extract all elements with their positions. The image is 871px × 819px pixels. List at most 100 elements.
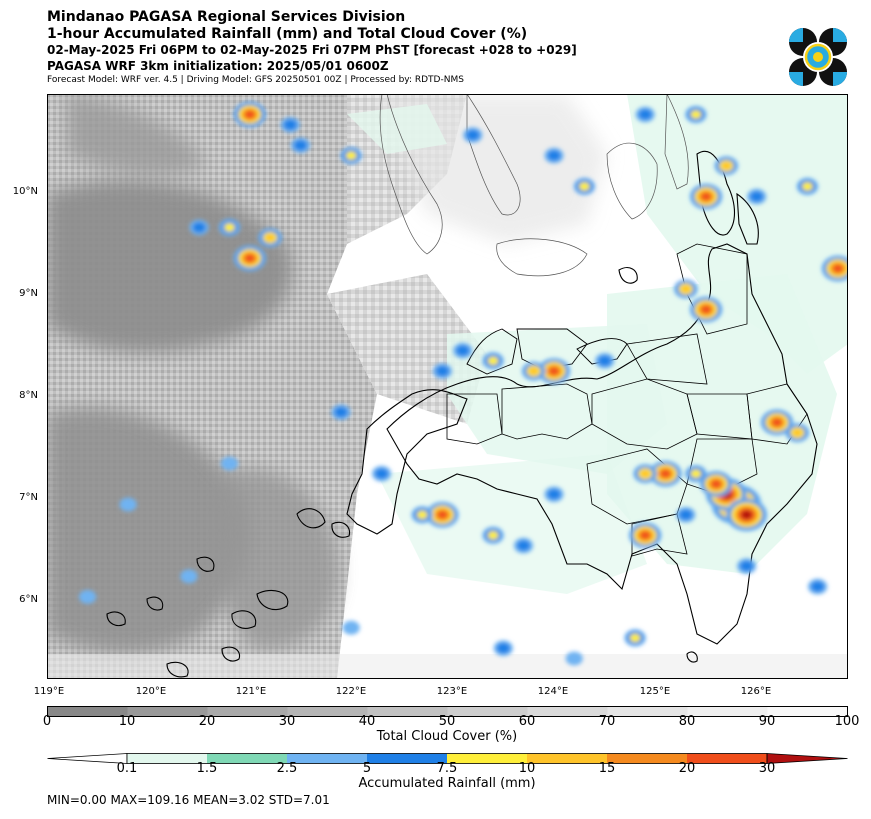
lon-label-119e: 119°E (33, 686, 65, 697)
rain-cell-21-level-1 (598, 355, 612, 366)
cloud-tick-label: 70 (598, 714, 616, 729)
rain-cell-34-level-5 (245, 110, 255, 119)
rain-cell-15-level-1 (547, 489, 561, 500)
rain-tick-label: 2.5 (276, 761, 298, 776)
rain-cell-23-level-3 (681, 285, 691, 293)
cloud-tick-label: 0 (42, 714, 52, 729)
rain-cell-35-level-1 (283, 119, 297, 130)
lon-label-121e: 121°E (235, 686, 267, 697)
cloud-cover-layer (47, 94, 848, 679)
rain-cell-42-level-1 (740, 560, 754, 572)
lat-label-9n: 9°N (19, 288, 38, 299)
rain-cell-20-level-1 (435, 365, 449, 377)
rain-cell-45-level-1 (375, 468, 389, 479)
cloud-cover-label: Total Cloud Cover (%) (376, 729, 518, 744)
cloud-colorbar-segment (687, 706, 768, 717)
rain-cell-10-level-3 (792, 428, 803, 437)
rain-cell-11-level-5 (437, 511, 447, 519)
rain-cell-41-level-1 (638, 109, 652, 120)
rain-cell-49-level-0 (180, 569, 198, 584)
rain-tick-label: 0.1 (116, 761, 138, 776)
rain-cell-12-level-2 (416, 510, 428, 520)
rain-cell-19-level-1 (456, 345, 470, 356)
rain-tick-label: 15 (598, 761, 616, 776)
cloud-colorbar-segment (207, 706, 288, 717)
rain-cell-47-level-0 (220, 456, 239, 471)
cloud-colorbar-segment (447, 706, 528, 717)
cloud-tick-label: 30 (278, 714, 296, 729)
lat-label-10n: 10°N (12, 186, 38, 197)
title-line-4: PAGASA WRF 3km initialization: 2025/05/0… (47, 59, 389, 73)
cloud-tick-label: 60 (518, 714, 536, 729)
rain-cell-43-level-1 (811, 581, 825, 592)
rain-cell-46-level-1 (334, 407, 348, 418)
cloud-tick-label: 80 (678, 714, 696, 729)
lat-label-7n: 7°N (19, 492, 38, 503)
rain-colorbar-segment (687, 753, 767, 764)
rain-cell-13-level-2 (487, 531, 499, 540)
rain-cell-18-level-2 (487, 356, 499, 366)
cloud-colorbar-segment (527, 706, 608, 717)
lon-label-123e: 123°E (436, 686, 468, 697)
cloud-colorbar-segment (767, 706, 848, 717)
title-line-5: Forecast Model: WRF ver. 4.5 | Driving M… (47, 75, 464, 85)
cloud-tick-label: 100 (834, 714, 860, 729)
cloud-colorbar-segment (367, 706, 448, 717)
rainfall-label: Accumulated Rainfall (mm) (358, 776, 536, 791)
rain-cell-30-level-5 (245, 254, 255, 262)
cloud-tick-label: 90 (758, 714, 776, 729)
rain-cell-29-level-2 (690, 110, 702, 119)
lon-label-124e: 124°E (537, 686, 569, 697)
rain-cell-24-level-5 (701, 192, 711, 201)
rain-tick-label: 1.5 (196, 761, 218, 776)
rain-cell-16-level-5 (549, 367, 559, 375)
title-line-3: 02-May-2025 Fri 06PM to 02-May-2025 Fri … (47, 43, 577, 57)
rain-cell-4-level-5 (660, 470, 671, 478)
rain-cell-39-level-1 (547, 150, 561, 161)
lon-label-125e: 125°E (639, 686, 671, 697)
rain-cell-6-level-2 (690, 469, 702, 479)
title-line-2: 1-hour Accumulated Rainfall (mm) and Tot… (47, 26, 528, 42)
rain-tick-label: 5 (362, 761, 372, 776)
rain-tick-label: 20 (678, 761, 696, 776)
cloud-tick-label: 50 (438, 714, 456, 729)
rainfall-stats: MIN=0.00 MAX=109.16 MEAN=3.02 STD=7.01 (47, 793, 330, 807)
cloud-tick-label: 20 (198, 714, 216, 729)
rain-cell-52-level-0 (79, 590, 97, 604)
rainfall-colorbar (47, 753, 848, 764)
rain-colorbar-segment (207, 753, 287, 764)
rainfall-layer (79, 101, 848, 666)
rain-cell-2-level-6 (741, 510, 752, 519)
rain-cell-48-level-0 (119, 497, 137, 512)
rain-cell-8-level-1 (679, 509, 693, 520)
rain-cell-9-level-5 (772, 418, 782, 427)
rain-tick-label: 7.5 (436, 761, 458, 776)
rain-cell-40-level-2 (579, 182, 590, 191)
rain-cell-37-level-2 (345, 151, 357, 160)
rain-cell-36-level-1 (294, 140, 307, 151)
rain-tick-label: 30 (758, 761, 776, 776)
cloud-cover-colorbar (47, 706, 848, 717)
cloud-colorbar-segment (127, 706, 208, 717)
rain-cell-38-level-1 (466, 129, 480, 141)
rain-cell-25-level-3 (721, 162, 732, 170)
cloud-tick-label: 40 (358, 714, 376, 729)
rain-cell-22-level-5 (701, 305, 711, 314)
lon-label-122e: 122°E (335, 686, 367, 697)
rain-cell-32-level-2 (224, 223, 235, 232)
rain-cell-17-level-3 (528, 367, 539, 375)
rain-cell-14-level-1 (517, 540, 530, 551)
map-plot (47, 94, 848, 679)
rain-cell-26-level-1 (750, 191, 764, 202)
rain-colorbar-segment (367, 753, 447, 764)
rain-cell-28-level-5 (833, 264, 843, 273)
rain-colorbar-segment (287, 753, 367, 764)
rain-cell-51-level-0 (565, 651, 583, 666)
lon-label-126e: 126°E (740, 686, 772, 697)
rain-cell-5-level-3 (640, 469, 650, 478)
rain-colorbar-segment (527, 753, 607, 764)
cloud-tick-label: 10 (118, 714, 136, 729)
rain-cell-3-level-5 (711, 480, 721, 488)
cloud-colorbar-segment (47, 706, 128, 717)
rain-cell-7-level-5 (640, 531, 650, 539)
